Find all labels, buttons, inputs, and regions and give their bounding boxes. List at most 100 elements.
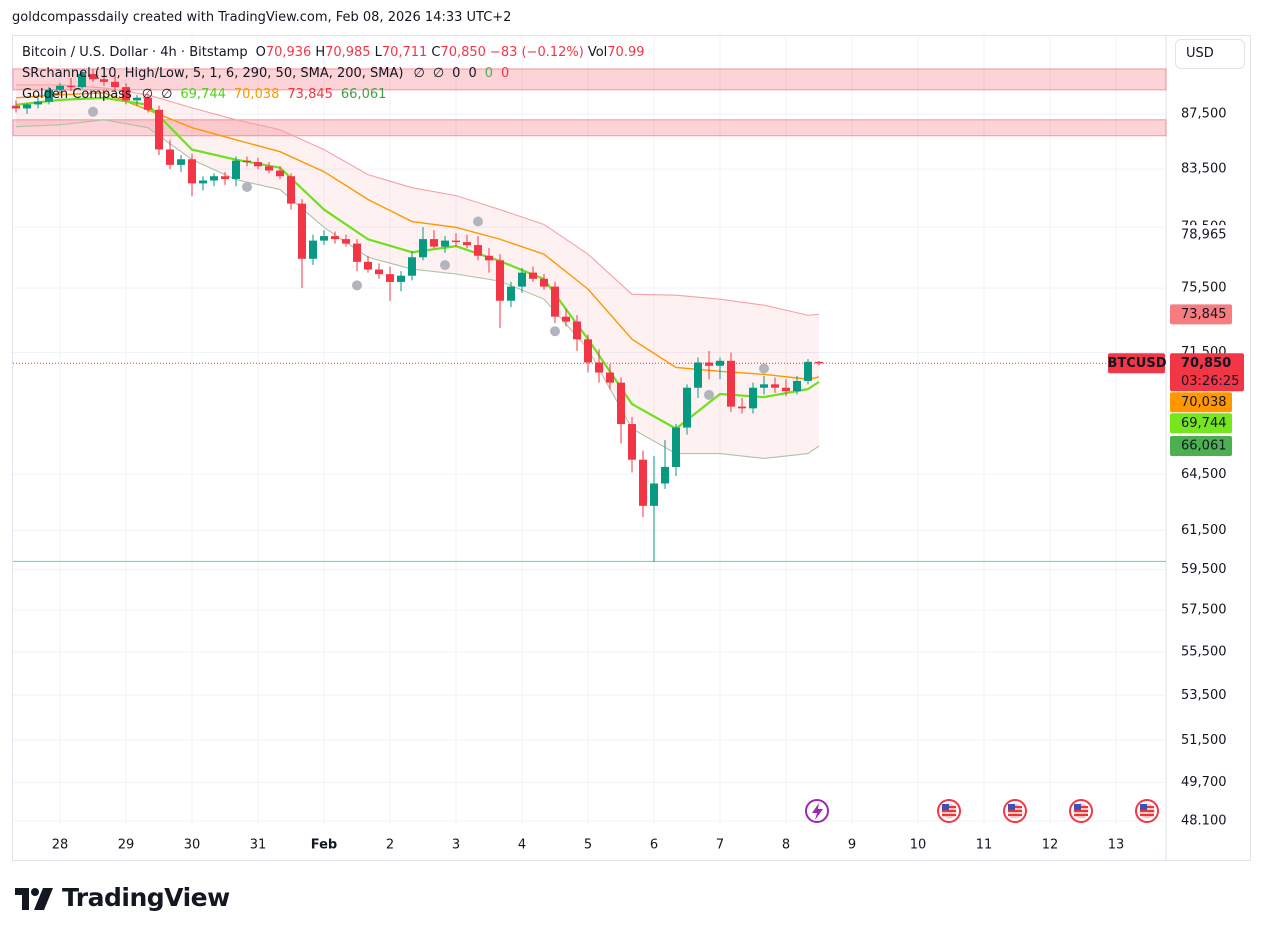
flag-icon[interactable] — [1003, 799, 1027, 823]
candle-body — [738, 406, 746, 409]
legend-indicator-row: Golden Compass ∅ ∅ 69,744 70,038 73,845 66,061 — [22, 87, 394, 102]
candle-body — [628, 424, 636, 460]
candle-body — [430, 239, 438, 247]
candle-body — [67, 85, 75, 88]
candle-body — [463, 242, 471, 246]
currency-button[interactable]: USD — [1175, 39, 1245, 69]
candle-body — [199, 180, 207, 184]
price-tag — [1170, 304, 1232, 325]
candle-body — [507, 286, 515, 301]
indicator-value: 0 — [501, 66, 510, 81]
candle-body — [727, 360, 735, 407]
candle-body — [122, 87, 130, 101]
price-tag — [1170, 392, 1232, 413]
y-tick-label: 87,500 — [1181, 106, 1227, 121]
candle-body — [672, 427, 680, 467]
candle-body — [56, 85, 64, 90]
countdown-label: 03:26:25 — [1181, 374, 1239, 389]
candle-body — [155, 109, 163, 150]
indicator-value: 70,038 — [233, 87, 280, 102]
legend-value: 70,850 — [440, 45, 486, 60]
candle-body — [243, 160, 251, 163]
legend-symbol: Bitcoin / U.S. Dollar · 4h · Bitstamp — [22, 45, 248, 60]
candle-body — [287, 176, 295, 204]
lightning — [812, 803, 823, 820]
flag-icon[interactable] — [1135, 799, 1159, 823]
candle-body — [540, 278, 548, 287]
candle-body — [562, 316, 570, 322]
indicator-value: 66,061 — [340, 87, 387, 102]
indicator-value: 69,744 — [180, 87, 226, 102]
candle-body — [331, 236, 339, 240]
x-tick-label: 9 — [848, 838, 856, 853]
indicator-value: 0 — [452, 66, 461, 81]
x-tick-label: 29 — [118, 838, 135, 853]
candle-body — [45, 89, 53, 102]
indicator-value: ∅ — [413, 66, 425, 81]
candle-body — [34, 101, 42, 105]
x-tick-label: 28 — [52, 838, 69, 853]
y-tick-label: 75,500 — [1181, 281, 1227, 296]
marker-dot — [440, 260, 450, 271]
candle-body — [551, 286, 559, 317]
candle-body — [276, 170, 284, 177]
y-tick-label: 49,700 — [1181, 775, 1227, 790]
y-tick-label: 51,500 — [1181, 733, 1227, 748]
legend-change: −83 (−0.12%) — [489, 45, 584, 60]
footer-logo[interactable]: TradingView — [62, 883, 230, 912]
candle-body — [485, 255, 493, 261]
candle-body — [496, 260, 504, 301]
candle-body — [441, 240, 449, 247]
candle-body — [232, 160, 240, 180]
chart-frame — [12, 35, 1251, 861]
price-tag — [1170, 225, 1232, 246]
candle-body — [749, 387, 757, 409]
candle-body — [793, 380, 801, 392]
marker-dot — [473, 216, 483, 227]
legend-key: L — [374, 45, 382, 60]
x-tick-label: Feb — [311, 838, 337, 853]
candle-body — [617, 382, 625, 425]
x-tick-label: 6 — [650, 838, 658, 853]
candle-body — [89, 73, 97, 80]
candle-body — [518, 272, 526, 287]
x-tick-label: 13 — [1108, 838, 1125, 853]
candle-body — [166, 149, 174, 165]
candle-body — [408, 257, 416, 276]
indicator-value: ∅ — [161, 87, 173, 102]
price-tag — [1170, 413, 1232, 434]
sr-zone — [12, 119, 1167, 137]
marker-dot — [352, 280, 362, 291]
candle-body — [474, 245, 482, 256]
x-tick-label: 12 — [1042, 838, 1059, 853]
candle-body — [309, 240, 317, 259]
candle-body — [386, 274, 394, 282]
candle-body — [177, 159, 185, 165]
legend-value: 70,936 — [265, 45, 312, 60]
indicator-value: 0 — [468, 66, 477, 81]
candle-body — [760, 384, 768, 388]
price-tag-label: 70,038 — [1181, 395, 1227, 410]
logo-mark — [15, 888, 53, 910]
x-tick-label: 2 — [386, 838, 394, 853]
marker-dot — [242, 181, 252, 192]
candle-body — [595, 362, 603, 373]
legend-key: Vol — [587, 45, 608, 60]
flag-icon[interactable] — [937, 799, 961, 823]
candle-body — [584, 339, 592, 363]
candle-body — [133, 97, 141, 101]
watermark: goldcompassdaily created with TradingVie… — [12, 10, 512, 25]
y-tick-label: 55,500 — [1181, 644, 1227, 659]
candle-body — [639, 459, 647, 506]
flag-icon[interactable] — [1069, 799, 1093, 823]
x-tick-label: 11 — [976, 838, 993, 853]
y-tick-label: 83,500 — [1181, 162, 1227, 177]
candle-body — [298, 203, 306, 259]
candle-body — [650, 483, 658, 506]
legend-indicator-row: SRchannel (10, High/Low, 5, 1, 6, 290, 5… — [22, 66, 517, 81]
x-tick-label: 31 — [250, 838, 267, 853]
indicator-line — [16, 84, 820, 316]
candle-body — [419, 239, 427, 258]
sr-zone — [12, 68, 1167, 91]
legend-key: H — [315, 45, 326, 60]
